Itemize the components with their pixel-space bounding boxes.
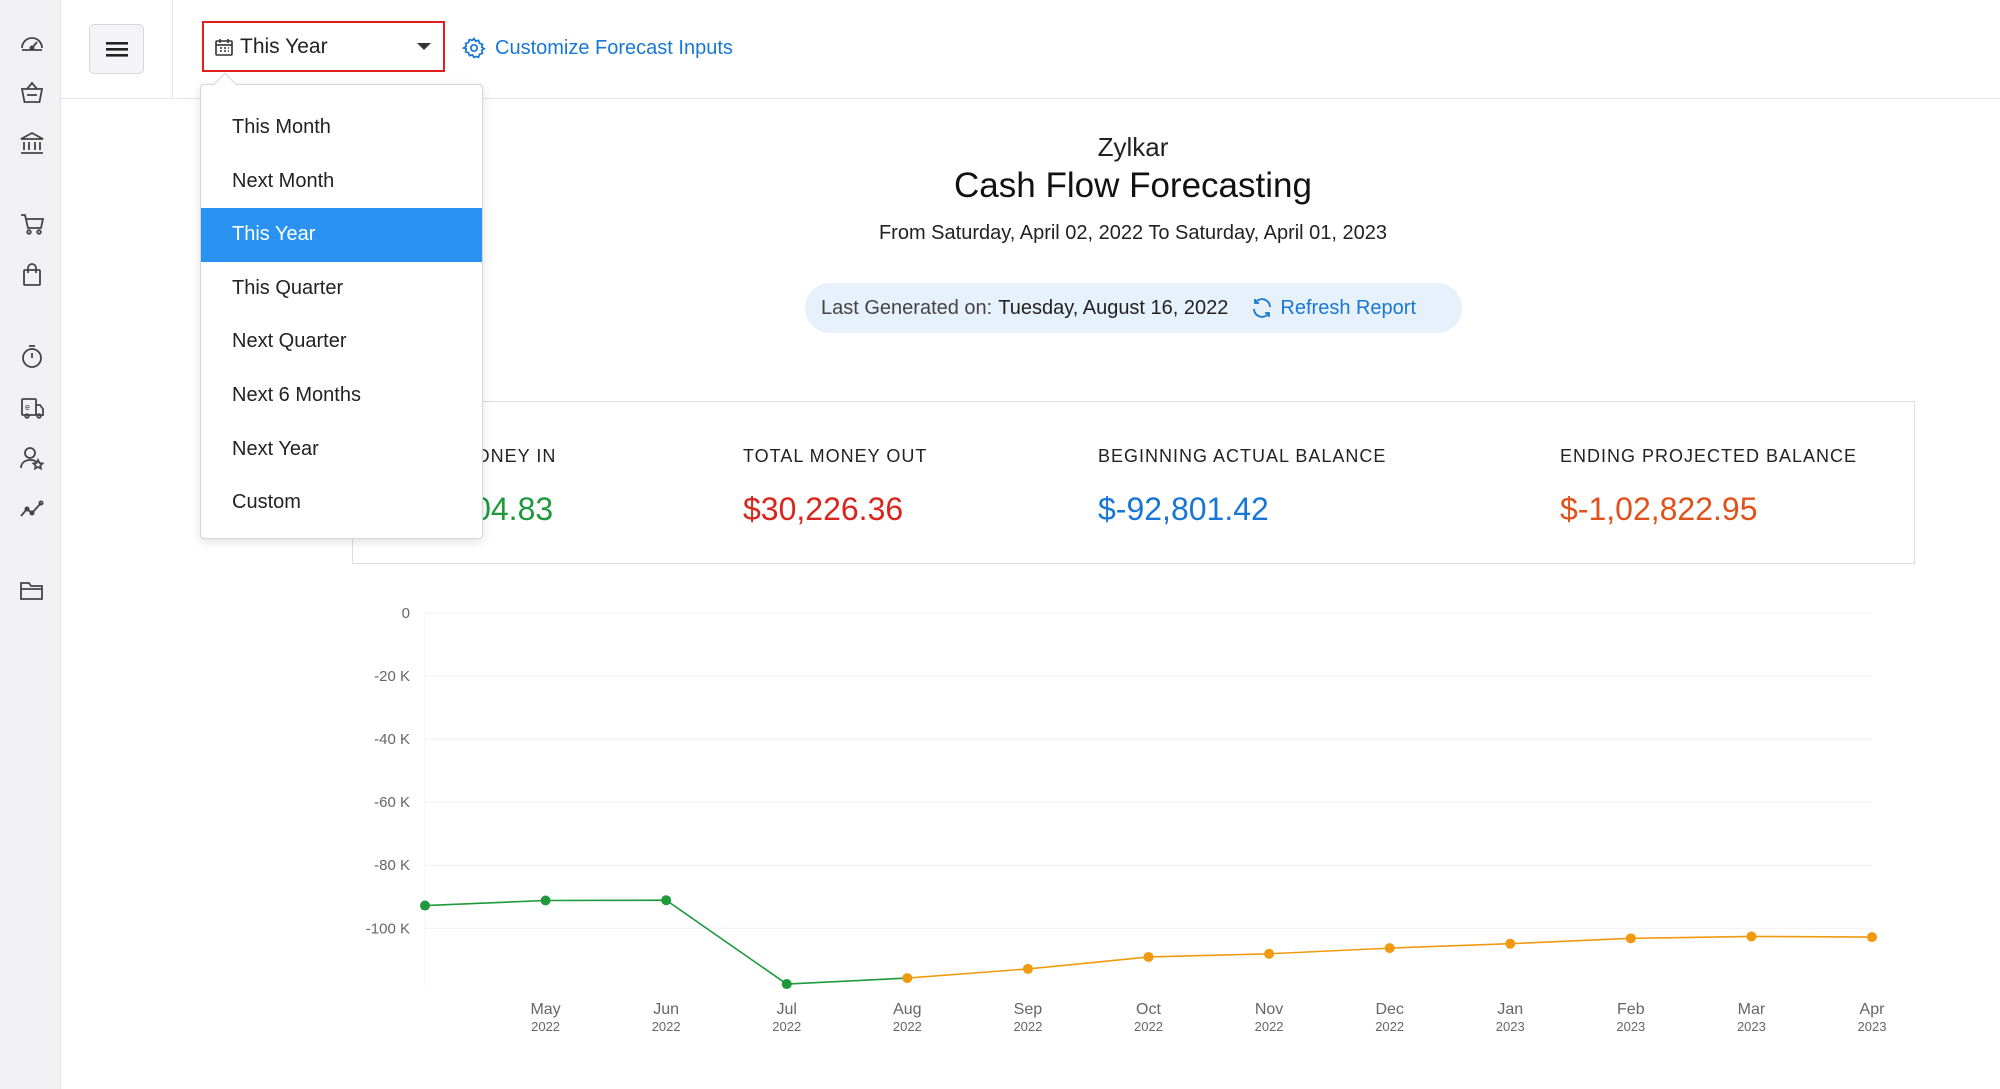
total-money-out-metric: TOTAL MONEY OUT $30,226.36 [743,446,927,528]
reports-icon[interactable] [19,496,45,522]
y-axis-tick-label: -40 K [374,731,410,748]
period-dropdown-menu: This Month Next Month This Year This Quarte… [200,72,483,539]
left-nav-rail: e [0,0,61,1089]
ending-projected-balance-label: ENDING PROJECTED BALANCE [1560,446,1858,466]
period-option-next-month[interactable]: Next Month [232,169,335,192]
x-axis-year-label: 2022 [1255,1019,1284,1034]
chevron-down-icon [417,43,431,50]
actual-balance-point [420,900,430,911]
x-axis-year-label: 2023 [1496,1019,1525,1034]
actual-balance-point [540,895,551,906]
projected-balance-line [907,935,1873,979]
hamburger-menu-button[interactable] [89,24,144,74]
total-money-out-value: $30,226.36 [743,491,904,527]
last-generated-label: Last Generated on: [821,296,993,319]
y-axis-tick-label: -80 K [374,857,410,874]
banking-icon[interactable] [19,130,45,156]
x-axis-year-label: 2022 [893,1019,922,1034]
period-option-next-6-months[interactable]: Next 6 Months [232,383,361,406]
e-way-bills-icon[interactable]: e [19,394,45,420]
y-axis-tick-label: -60 K [374,794,410,811]
cash-flow-chart: 0 -20 K -40 K -60 K -80 K -100 K May 2022 Jun 202… [352,592,1912,1042]
x-axis-month-label: Sep [1014,1001,1043,1018]
x-axis-year-label: 2023 [1616,1019,1645,1034]
refresh-icon [1253,298,1272,318]
period-select-value: This Year [240,34,328,58]
actual-balance-point [781,979,792,990]
x-axis-year-label: 2022 [652,1019,681,1034]
period-option-this-quarter[interactable]: This Quarter [232,276,344,299]
sales-cart-icon[interactable] [19,211,45,237]
gear-icon [462,37,486,59]
y-axis-tick-label: -100 K [366,920,410,937]
purchases-bag-icon[interactable] [19,262,45,288]
hamburger-icon [105,42,128,57]
customize-forecast-inputs-link[interactable]: Customize Forecast Inputs [462,36,733,60]
projected-balance-point [1625,933,1636,944]
accountant-icon[interactable] [19,445,45,471]
period-option-next-quarter[interactable]: Next Quarter [232,330,347,353]
projected-balance-point [1264,948,1275,959]
x-axis-year-label: 2022 [772,1019,801,1034]
x-axis-year-label: 2022 [1013,1019,1042,1034]
svg-text:e: e [25,402,30,412]
projected-balance-point [1384,943,1395,954]
projected-balance-point [1143,951,1154,962]
documents-folder-icon[interactable] [19,577,45,603]
summary-card: TOTAL MONEY IN $20,204.83 TOTAL MONEY OU… [352,401,1915,564]
dashboard-icon[interactable] [19,30,45,56]
customize-forecast-inputs-label: Customize Forecast Inputs [495,36,733,59]
beginning-actual-balance-value: $-92,801.42 [1098,491,1269,527]
x-axis-month-label: Jul [777,1001,797,1018]
total-money-out-label: TOTAL MONEY OUT [743,446,928,466]
x-axis-month-label: Jan [1497,1001,1523,1018]
x-axis-month-label: Apr [1860,1001,1886,1018]
ending-projected-balance-metric: ENDING PROJECTED BALANCE $-1,02,822.95 [1560,446,1857,528]
time-tracking-icon[interactable] [19,343,45,369]
actual-balance-point [661,895,672,906]
calendar-icon [215,38,233,56]
projected-balance-point [1746,931,1757,942]
projected-balance-point [1505,938,1516,949]
toolbar-divider [172,0,173,99]
report-title: Cash Flow Forecasting [954,166,1312,205]
period-option-custom[interactable]: Custom [232,491,301,514]
y-axis-tick-label: 0 [402,605,410,622]
projected-balance-point [1867,932,1877,943]
period-option-next-year[interactable]: Next Year [232,437,319,460]
last-generated-date: Tuesday, August 16, 2022 [998,296,1229,319]
x-axis-month-label: Mar [1738,1001,1766,1018]
beginning-actual-balance-metric: BEGINNING ACTUAL BALANCE $-92,801.42 [1098,446,1386,528]
cash-flow-chart-svg: 0-20 K-40 K-60 K-80 K-100 KMay2022Jun202… [366,605,1887,1034]
x-axis-month-label: Aug [893,1001,921,1018]
period-select[interactable]: This Year [202,21,445,72]
x-axis-month-label: Nov [1255,1001,1283,1018]
refresh-report-label: Refresh Report [1280,296,1417,319]
ending-projected-balance-value: $-1,02,822.95 [1560,491,1758,527]
projected-balance-point [902,973,913,984]
x-axis-year-label: 2023 [1737,1019,1766,1034]
x-axis-month-label: Feb [1617,1001,1645,1018]
actual-balance-line [424,899,908,985]
projected-balance-point [1022,963,1033,974]
x-axis-month-label: Oct [1136,1001,1161,1018]
top-toolbar: This Year Customize Forecast Inputs [61,0,2000,99]
x-axis-year-label: 2022 [531,1019,560,1034]
last-generated-banner: Last Generated on: Tuesday, August 16, 2… [805,283,1462,333]
beginning-actual-balance-label: BEGINNING ACTUAL BALANCE [1098,446,1387,466]
period-option-this-year[interactable]: This Year [201,208,482,262]
company-name: Zylkar [1097,132,1169,162]
x-axis-month-label: May [530,1001,560,1018]
period-option-this-month[interactable]: This Month [232,116,331,138]
items-basket-icon[interactable] [19,80,45,106]
x-axis-year-label: 2023 [1858,1019,1887,1034]
x-axis-month-label: Dec [1375,1001,1403,1018]
y-axis-tick-label: -20 K [374,668,410,685]
x-axis-month-label: Jun [653,1001,679,1018]
x-axis-year-label: 2022 [1134,1019,1163,1034]
x-axis-year-label: 2022 [1375,1019,1404,1034]
report-date-range: From Saturday, April 02, 2022 To Saturda… [878,222,1388,244]
refresh-report-button[interactable]: Refresh Report [1250,296,1416,320]
